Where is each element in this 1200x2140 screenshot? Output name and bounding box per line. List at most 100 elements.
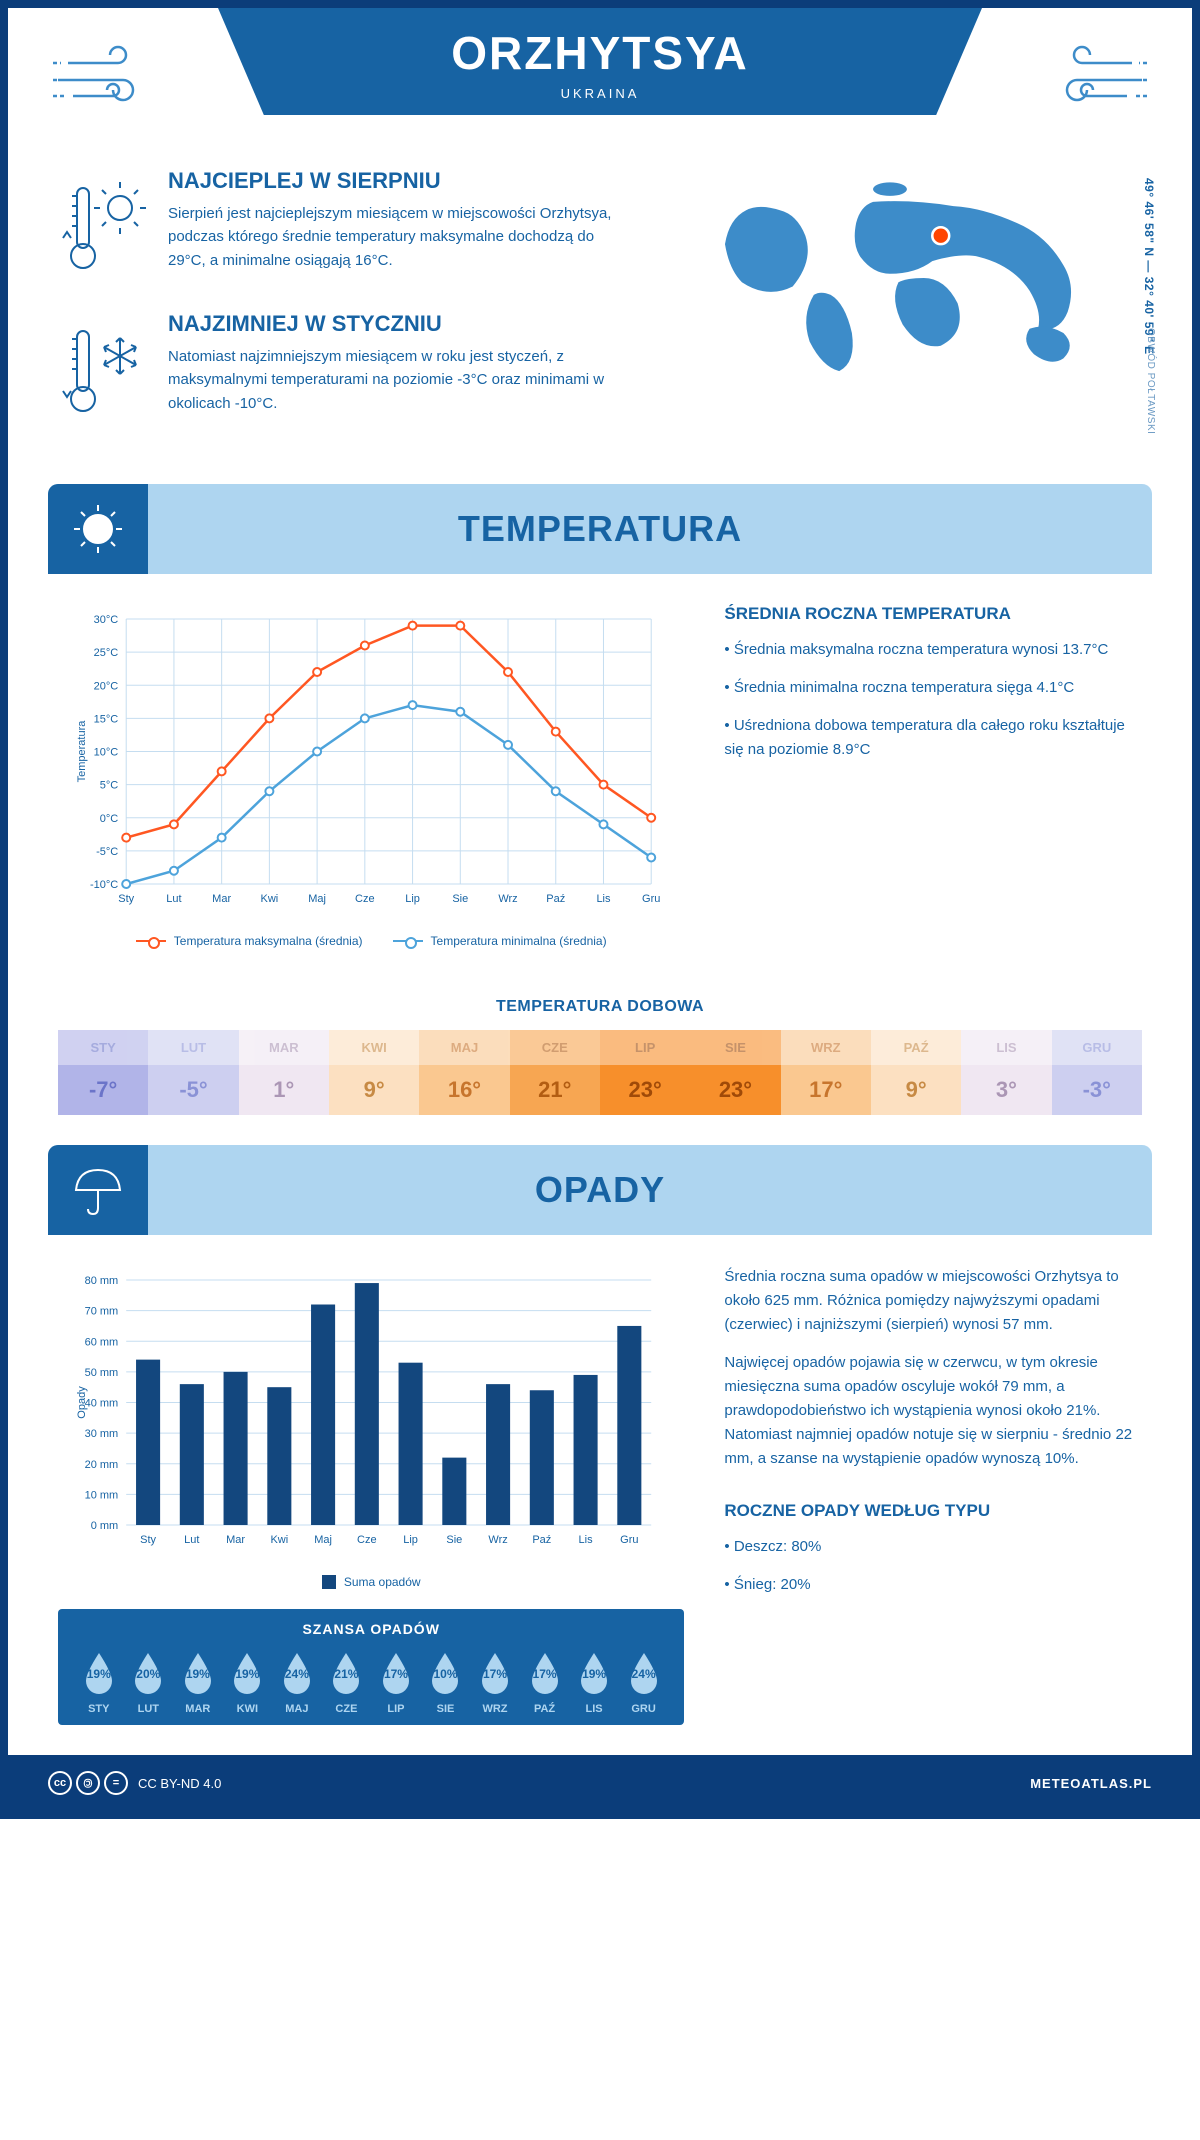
hottest-block: NAJCIEPLEJ W SIERPNIU Sierpień jest najc…	[58, 168, 632, 283]
svg-text:Sty: Sty	[140, 1534, 156, 1546]
precipitation-info: Średnia roczna suma opadów w miejscowośc…	[724, 1265, 1142, 1725]
svg-text:Lis: Lis	[579, 1534, 594, 1546]
site-name: METEOATLAS.PL	[1030, 1776, 1152, 1791]
chance-title: SZANSA OPADÓW	[74, 1621, 668, 1637]
footer: cc🄯= CC BY-ND 4.0 METEOATLAS.PL	[8, 1755, 1192, 1811]
wind-icon-left	[48, 38, 158, 118]
daily-cell: WRZ17°	[781, 1030, 871, 1115]
temp-bullet-0: • Średnia maksymalna roczna temperatura …	[724, 638, 1142, 662]
precip-para-1: Najwięcej opadów pojawia się w czerwcu, …	[724, 1351, 1142, 1471]
rain-drop: 24%MAJ	[272, 1649, 322, 1715]
daily-cell: PAŹ9°	[871, 1030, 961, 1115]
intro-section: NAJCIEPLEJ W SIERPNIU Sierpień jest najc…	[8, 138, 1192, 474]
svg-text:Sie: Sie	[446, 1534, 462, 1546]
precipitation-legend: Suma opadów	[58, 1575, 684, 1589]
map-column: 49° 46' 58" N — 32° 40' 59" E OBWÓD POŁT…	[672, 168, 1142, 454]
temperature-title: TEMPERATURA	[48, 508, 1152, 550]
thermometer-sun-icon	[58, 168, 148, 283]
daily-cell: KWI9°	[329, 1030, 419, 1115]
city-title: ORZHYTSYA	[218, 26, 982, 80]
rain-drop: 20%LUT	[124, 1649, 174, 1715]
svg-text:Mar: Mar	[212, 893, 231, 905]
wind-icon-right	[1042, 38, 1152, 118]
coldest-text: Natomiast najzimniejszym miesiącem w rok…	[168, 345, 632, 415]
rain-chance-panel: SZANSA OPADÓW 19%STY20%LUT19%MAR19%KWI24…	[58, 1609, 684, 1725]
svg-text:Maj: Maj	[308, 893, 326, 905]
temp-bullet-1: • Średnia minimalna roczna temperatura s…	[724, 676, 1142, 700]
precipitation-title: OPADY	[48, 1169, 1152, 1211]
precip-para-0: Średnia roczna suma opadów w miejscowośc…	[724, 1265, 1142, 1337]
temperature-body: -10°C-5°C0°C5°C10°C15°C20°C25°C30°CStyLu…	[8, 574, 1192, 978]
svg-text:Maj: Maj	[314, 1534, 332, 1546]
header: ORZHYTSYA UKRAINA	[8, 8, 1192, 138]
daily-cell: MAR1°	[239, 1030, 329, 1115]
world-map	[672, 168, 1142, 388]
rain-drop: 19%KWI	[223, 1649, 273, 1715]
svg-text:50 mm: 50 mm	[85, 1367, 119, 1379]
hottest-text: Sierpień jest najcieplejszym miesiącem w…	[168, 202, 632, 272]
rain-drop: 19%LIS	[569, 1649, 619, 1715]
svg-text:0 mm: 0 mm	[91, 1520, 119, 1532]
coldest-block: NAJZIMNIEJ W STYCZNIU Natomiast najzimni…	[58, 311, 632, 426]
rain-drop: 21%CZE	[322, 1649, 372, 1715]
svg-text:Wrz: Wrz	[498, 893, 517, 905]
temperature-section-header: TEMPERATURA	[48, 484, 1152, 574]
coldest-title: NAJZIMNIEJ W STYCZNIU	[168, 311, 632, 337]
daily-cell: CZE21°	[510, 1030, 600, 1115]
svg-text:0°C: 0°C	[100, 813, 119, 825]
svg-text:Lis: Lis	[596, 893, 611, 905]
svg-text:80 mm: 80 mm	[85, 1275, 119, 1287]
svg-text:60 mm: 60 mm	[85, 1336, 119, 1348]
svg-text:Sie: Sie	[452, 893, 468, 905]
svg-text:Paź: Paź	[532, 1534, 551, 1546]
avg-temp-title: ŚREDNIA ROCZNA TEMPERATURA	[724, 604, 1142, 624]
precip-type-1: • Śnieg: 20%	[724, 1573, 1142, 1597]
rain-drop: 10%SIE	[421, 1649, 471, 1715]
svg-text:Lut: Lut	[166, 893, 181, 905]
svg-text:20°C: 20°C	[94, 680, 119, 692]
cc-icons: cc🄯=	[48, 1771, 128, 1795]
svg-text:20 mm: 20 mm	[85, 1459, 119, 1471]
daily-cell: STY-7°	[58, 1030, 148, 1115]
daily-temp-title: TEMPERATURA DOBOWA	[8, 998, 1192, 1016]
svg-text:Cze: Cze	[357, 1534, 377, 1546]
legend-min-label: Temperatura minimalna (średnia)	[431, 934, 607, 948]
license-block: cc🄯= CC BY-ND 4.0	[48, 1771, 221, 1795]
svg-text:Gru: Gru	[620, 1534, 638, 1546]
precipitation-section-header: OPADY	[48, 1145, 1152, 1235]
rain-drop: 17%WRZ	[470, 1649, 520, 1715]
title-banner: ORZHYTSYA UKRAINA	[218, 8, 982, 115]
temp-bullet-2: • Uśredniona dobowa temperatura dla całe…	[724, 714, 1142, 762]
svg-text:-10°C: -10°C	[90, 879, 118, 891]
temperature-info: ŚREDNIA ROCZNA TEMPERATURA • Średnia mak…	[724, 604, 1142, 948]
temperature-chart: -10°C-5°C0°C5°C10°C15°C20°C25°C30°CStyLu…	[58, 604, 684, 948]
thermometer-snow-icon	[58, 311, 148, 426]
daily-cell: LUT-5°	[148, 1030, 238, 1115]
precip-type-title: ROCZNE OPADY WEDŁUG TYPU	[724, 1501, 1142, 1521]
temperature-legend: Temperatura maksymalna (średnia) Tempera…	[58, 934, 684, 948]
precipitation-body: 0 mm10 mm20 mm30 mm40 mm50 mm60 mm70 mm8…	[8, 1235, 1192, 1755]
svg-text:-5°C: -5°C	[96, 846, 118, 858]
weather-infographic: ORZHYTSYA UKRAINA NAJCIEPLEJ W SIERPNIU …	[0, 0, 1200, 1819]
svg-text:25°C: 25°C	[94, 647, 119, 659]
daily-cell: SIE23°	[690, 1030, 780, 1115]
daily-cell: GRU-3°	[1052, 1030, 1142, 1115]
country-subtitle: UKRAINA	[218, 86, 982, 101]
svg-text:10 mm: 10 mm	[85, 1489, 119, 1501]
precip-type-0: • Deszcz: 80%	[724, 1535, 1142, 1559]
svg-text:Lip: Lip	[403, 1534, 418, 1546]
svg-text:70 mm: 70 mm	[85, 1306, 119, 1318]
svg-text:Opady: Opady	[76, 1386, 88, 1419]
svg-text:10°C: 10°C	[94, 747, 119, 759]
precip-legend-label: Suma opadów	[344, 1575, 421, 1589]
svg-text:Kwi: Kwi	[261, 893, 279, 905]
rain-drop: 19%STY	[74, 1649, 124, 1715]
daily-cell: LIP23°	[600, 1030, 690, 1115]
svg-text:Temperatura: Temperatura	[76, 720, 88, 783]
legend-max-label: Temperatura maksymalna (średnia)	[174, 934, 363, 948]
svg-text:Cze: Cze	[355, 893, 375, 905]
svg-text:Paź: Paź	[546, 893, 565, 905]
precipitation-chart: 0 mm10 mm20 mm30 mm40 mm50 mm60 mm70 mm8…	[58, 1265, 684, 1725]
hottest-title: NAJCIEPLEJ W SIERPNIU	[168, 168, 632, 194]
daily-temp-strip: STY-7°LUT-5°MAR1°KWI9°MAJ16°CZE21°LIP23°…	[58, 1030, 1142, 1115]
